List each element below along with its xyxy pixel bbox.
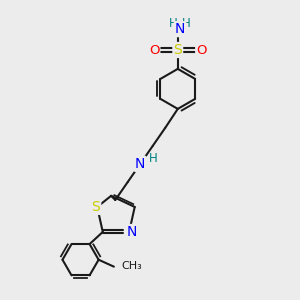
Text: S: S bbox=[92, 200, 100, 214]
Text: O: O bbox=[149, 44, 159, 56]
Text: O: O bbox=[196, 44, 207, 56]
Text: H: H bbox=[169, 16, 178, 30]
Text: H: H bbox=[182, 16, 191, 30]
Text: H: H bbox=[148, 152, 157, 165]
Text: N: N bbox=[135, 157, 146, 171]
Text: N: N bbox=[127, 225, 137, 239]
Text: CH₃: CH₃ bbox=[122, 261, 142, 271]
Text: S: S bbox=[173, 43, 182, 57]
Text: N: N bbox=[175, 22, 185, 36]
